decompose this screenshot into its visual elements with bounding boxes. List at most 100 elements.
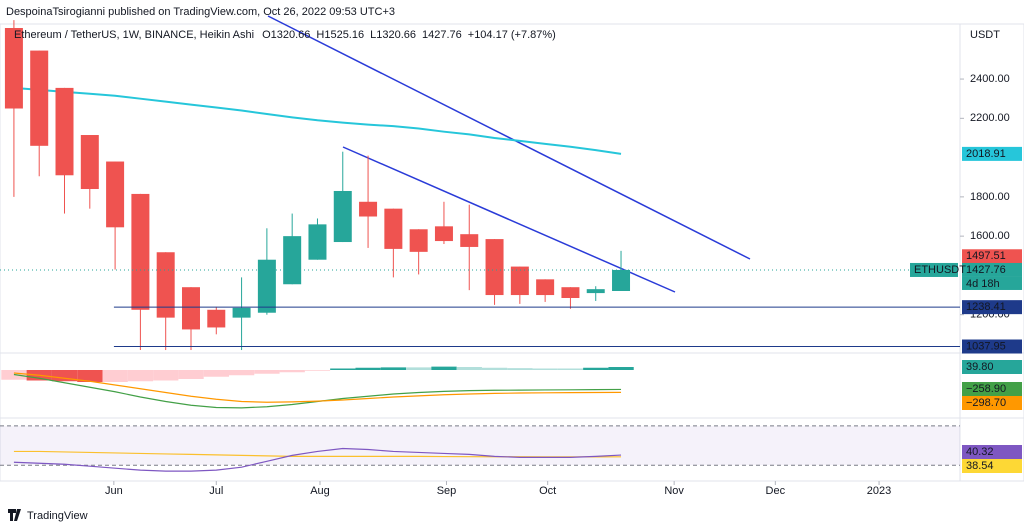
candle-body <box>510 266 529 296</box>
level-label: 1037.95 <box>966 340 1006 352</box>
y-tick-label: 1600.00 <box>970 230 1010 242</box>
candle-body <box>30 50 49 146</box>
price-label-bg <box>962 249 1022 264</box>
countdown-bg <box>962 276 1022 290</box>
ohlc-legend: L1320.66 <box>370 29 416 41</box>
rsi-label: 38.54 <box>966 460 994 472</box>
candle-body <box>283 236 302 285</box>
x-tick-label: Oct <box>539 485 556 497</box>
rsi-line <box>13 447 622 472</box>
macd-label: −258.90 <box>966 383 1006 395</box>
macd-label: 39.80 <box>966 361 994 373</box>
candle-body <box>561 287 580 298</box>
trend-line <box>267 15 751 260</box>
candle-body <box>485 239 504 296</box>
macd-bar <box>77 370 103 382</box>
macd-bar <box>406 367 432 370</box>
rsi-label: 40.32 <box>966 446 994 458</box>
macd-bar <box>178 370 204 379</box>
price-label: 1427.76 <box>966 264 1006 276</box>
ohlc-legend: +104.17 (+7.87%) <box>468 29 556 41</box>
macd-bar <box>507 368 533 370</box>
plot <box>4 20 631 351</box>
price-label: 2018.91 <box>966 148 1006 160</box>
x-tick-label: Jul <box>209 485 223 497</box>
macd-bar <box>583 367 609 370</box>
macd-bar <box>279 370 305 373</box>
macd-bar <box>254 370 280 374</box>
footer: TradingView <box>27 510 88 522</box>
y-tick-label: 1800.00 <box>970 191 1010 203</box>
candle-body <box>536 279 555 296</box>
candle-body <box>232 307 251 318</box>
y-unit: USDT <box>970 29 1000 41</box>
macd-label: −298.70 <box>966 397 1006 409</box>
symbol-bg <box>910 262 958 277</box>
candle-body <box>257 259 276 313</box>
x-tick-label: Nov <box>664 485 684 497</box>
candle-body <box>80 135 99 190</box>
candle-body <box>106 161 125 228</box>
countdown: 4d 18h <box>966 278 1000 290</box>
ma-line <box>13 86 622 155</box>
candle-body <box>308 224 327 260</box>
candle-body <box>131 193 150 310</box>
candle-body <box>409 229 428 252</box>
candle-body <box>612 269 631 291</box>
rsi-label-bg <box>962 459 1022 473</box>
candle-body <box>434 226 453 242</box>
candle-body <box>4 28 23 109</box>
price-label-bg <box>962 262 1022 277</box>
macd-bar <box>431 366 457 370</box>
macd-bar <box>127 370 154 382</box>
y-tick-label: 2400.00 <box>970 73 1010 85</box>
price-label: 1497.51 <box>966 250 1006 262</box>
candle-body <box>55 87 74 176</box>
candle-body <box>460 234 479 247</box>
macd-bar <box>51 370 78 382</box>
rsi-band <box>0 426 960 465</box>
macd-bar <box>481 367 508 370</box>
candle-body <box>384 208 403 249</box>
trend-line <box>342 146 676 293</box>
macd-bar <box>456 367 482 370</box>
macd-bar <box>557 368 584 370</box>
macd-bar <box>228 370 255 376</box>
macd-bar <box>355 367 381 370</box>
macd-bar <box>203 370 229 377</box>
macd-bar <box>532 368 558 370</box>
macd-bar <box>153 370 179 381</box>
macd-bar <box>330 368 356 370</box>
macd-label-bg <box>962 382 1022 396</box>
rsi-label-bg <box>962 445 1022 459</box>
price-label-bg <box>962 146 1022 161</box>
chart-title: Ethereum / TetherUS, 1W, BINANCE, Heikin… <box>14 29 254 41</box>
candle-body <box>207 309 226 328</box>
level-label: 1238.41 <box>966 301 1006 313</box>
x-tick-label: Aug <box>310 485 330 497</box>
level-label-bg <box>962 339 1022 354</box>
ohlc-legend: 1427.76 <box>422 29 462 41</box>
x-tick-label: Jun <box>105 485 123 497</box>
signal-line <box>13 372 622 403</box>
candle-body <box>156 252 175 318</box>
logo <box>8 509 21 521</box>
macd-bar <box>304 370 331 371</box>
ohlc-legend: O1320.66 <box>262 29 310 41</box>
symbol: ETHUSDT <box>914 264 966 276</box>
candle-body <box>333 190 352 243</box>
candle-body <box>181 287 200 330</box>
candle-body <box>586 289 605 294</box>
x-tick-label: 2023 <box>867 485 891 497</box>
candle-body <box>359 201 378 217</box>
x-tick-label: Dec <box>766 485 786 497</box>
macd-label-bg <box>962 396 1022 410</box>
macd-label-bg <box>962 360 1022 374</box>
x-tick-label: Sep <box>437 485 457 497</box>
level-label-bg <box>962 300 1022 315</box>
y-tick-label: 2200.00 <box>970 112 1010 124</box>
frame <box>0 23 1024 482</box>
header: DespoinaTsirogianni published on Trading… <box>6 6 395 18</box>
